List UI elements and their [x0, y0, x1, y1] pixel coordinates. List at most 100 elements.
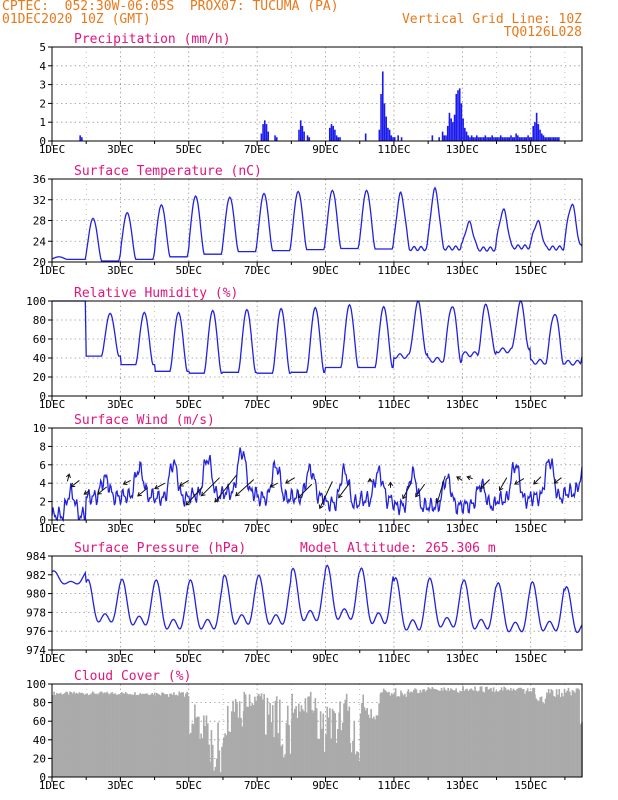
- cloud-bar: [457, 692, 460, 777]
- cloud-bar: [159, 695, 162, 777]
- ytick-label: 984: [26, 550, 46, 563]
- cloud-bar: [479, 686, 482, 777]
- precip-bar: [493, 137, 495, 141]
- cloud-bar: [179, 693, 182, 777]
- precip-bar: [275, 137, 278, 141]
- cloud-bar: [309, 691, 312, 777]
- cloud-bar: [265, 734, 267, 777]
- precip-bar: [467, 135, 470, 141]
- wind-vector: [235, 479, 255, 497]
- cloud-bar: [169, 693, 171, 777]
- cloud-bar: [358, 761, 361, 777]
- cloud-bar: [317, 738, 319, 777]
- xtick-label: 3DEC: [107, 143, 134, 156]
- cloud-bar: [343, 703, 345, 777]
- cloud-bar: [538, 700, 540, 777]
- cloud-bar: [303, 711, 305, 777]
- xtick-label: 5DEC: [176, 652, 203, 665]
- cloud-bar: [415, 689, 418, 777]
- wind-vector: [179, 480, 190, 487]
- precip-bar: [462, 118, 464, 141]
- cloud-bar: [98, 693, 100, 777]
- precip-bar: [535, 112, 538, 141]
- precip-bar: [446, 125, 449, 141]
- xtick-label: 3DEC: [107, 522, 134, 535]
- precip-bar: [383, 103, 386, 141]
- cloud-bar: [192, 724, 195, 777]
- cloud-bar: [147, 694, 150, 777]
- cloud-bar: [572, 691, 575, 777]
- cloud-bar: [136, 694, 139, 777]
- precip-bar: [501, 137, 504, 141]
- wind-vector-head: [367, 477, 373, 483]
- cloud-bar: [482, 691, 484, 777]
- cloud-bar: [525, 690, 528, 777]
- cloud-bar: [127, 694, 130, 777]
- cloud-bar: [400, 690, 402, 777]
- cloud-bar: [504, 687, 507, 777]
- cloud-bar: [539, 697, 542, 777]
- cloud-bar: [150, 694, 152, 777]
- precip-bar: [464, 127, 466, 141]
- cloud-bar: [294, 708, 296, 777]
- wind-vector: [137, 487, 149, 497]
- cloud-bar: [331, 708, 334, 777]
- xtick-label: 13DEC: [446, 522, 479, 535]
- cloud-bar: [214, 766, 217, 777]
- cloud-bar: [475, 690, 478, 777]
- cloud-bar: [394, 688, 397, 777]
- cloud-bar: [431, 687, 434, 777]
- cloud-bar: [301, 709, 304, 777]
- precip-bar: [443, 135, 446, 141]
- cloud-bar: [435, 689, 438, 777]
- cloud-bar: [300, 705, 303, 777]
- cloud-bar: [487, 689, 490, 777]
- cloud-bar: [221, 746, 223, 777]
- cloud-bar: [270, 722, 273, 777]
- cloud-bar: [498, 691, 500, 777]
- cloud-bar: [513, 690, 516, 777]
- cloud-bar: [274, 700, 277, 777]
- cloud-bar: [460, 691, 463, 777]
- cloud-bar: [234, 698, 237, 777]
- cloud-bar: [123, 693, 126, 777]
- cloud-bar: [412, 689, 415, 777]
- cloud-bar: [213, 770, 215, 777]
- precip-bar: [511, 137, 514, 141]
- cloud-bar: [339, 701, 341, 777]
- cloud-bar: [318, 738, 321, 777]
- cloud-bar: [452, 690, 455, 777]
- precip-bar: [518, 137, 521, 141]
- cloud-bar: [284, 754, 286, 777]
- cloud-bar: [428, 688, 431, 777]
- cloud-bar: [426, 689, 428, 777]
- wind-vector: [553, 477, 562, 484]
- wind-vector-head: [137, 491, 142, 497]
- cloud-bar: [543, 703, 546, 777]
- cloud-bar: [484, 687, 487, 777]
- cloud-bar: [553, 695, 555, 777]
- cloud-bar: [575, 688, 578, 777]
- precip-bar: [390, 135, 393, 141]
- cloud-bar: [89, 694, 91, 777]
- xtick-label: 9DEC: [312, 522, 339, 535]
- cloud-bar: [243, 691, 246, 777]
- panel-1: 20 24 28 32 36 1DEC 3DEC 5DEC 7DEC 9DEC 11DEC 13DEC…: [33, 164, 583, 277]
- cloud-bar: [196, 716, 199, 777]
- panel-title: Cloud Cover (%): [74, 669, 191, 684]
- precip-bar: [388, 129, 391, 141]
- cloud-bar: [78, 692, 81, 777]
- wind-vector: [533, 476, 542, 485]
- cloud-bar: [77, 693, 79, 777]
- cloud-bar: [148, 695, 151, 777]
- ytick-label: 4: [39, 60, 46, 73]
- panel-frame: [51, 427, 583, 521]
- precip-bar: [337, 137, 340, 141]
- cloud-bar: [378, 703, 380, 777]
- precip-bar: [484, 135, 487, 141]
- cloud-bar: [165, 694, 167, 777]
- precip-bar: [479, 137, 482, 141]
- panel-frame: [51, 300, 583, 397]
- wind-vector-head: [200, 491, 206, 497]
